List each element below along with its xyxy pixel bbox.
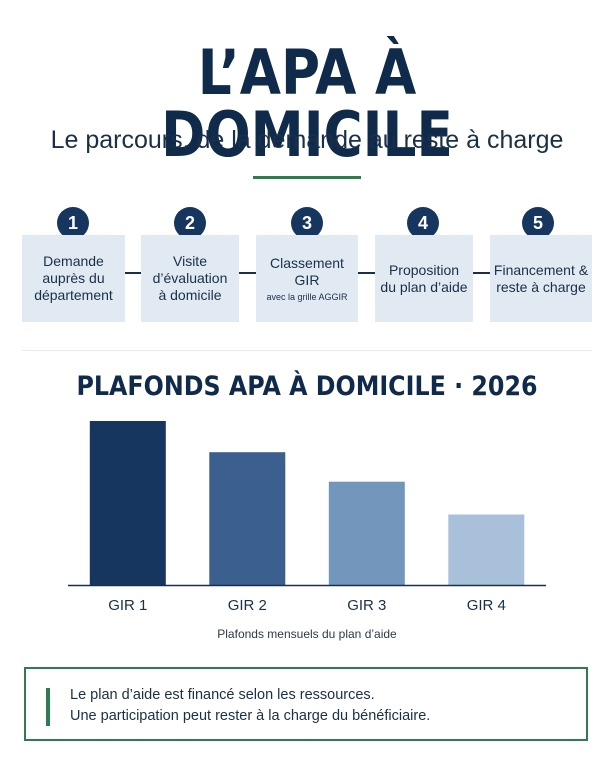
x-tick-label: GIR 1 [108,597,147,614]
step-2-number: 2 [174,207,206,239]
note-line-2: Une participation peut rester à la charg… [70,708,431,724]
step-3-number: 3 [291,207,323,239]
step-2-box: Visite d’évaluation à domicile [141,235,239,322]
step-1-box: Demande auprès du département [22,235,125,322]
step-2-text: Visite d’évaluation à domicile [152,253,228,303]
step-1-text: Demande auprès du département [34,253,113,303]
step-connector [239,272,256,274]
info-note: Le plan d’aide est financé selon les res… [24,667,588,741]
chart-title: PLAFONDS APA À DOMICILE · 2026 [76,371,538,402]
step-1-number: 1 [57,207,89,239]
step-connector [473,272,490,274]
bar-gir-4 [448,514,525,585]
page-title: L’APA À DOMICILE [161,36,453,171]
step-connector [125,272,141,274]
x-tick-label: GIR 4 [467,597,506,614]
step-5-text: Financement & reste à charge [493,261,589,295]
bar-gir-2 [209,452,286,585]
step-5-box: Financement & reste à charge [490,235,592,322]
x-tick-label: GIR 3 [347,597,386,614]
step-3-note: avec la grille AGGIR [266,291,348,302]
step-4-text: Proposition du plan d’aide [380,261,468,295]
chart-caption: Plafonds mensuels du plan d’aide [217,627,397,641]
accent-divider [253,176,361,179]
section-divider [22,350,592,351]
step-5-number: 5 [522,207,554,239]
page-subtitle: Le parcours, de la demande au reste à ch… [50,126,564,154]
note-text: Le plan d’aide est financé selon les res… [70,685,430,727]
note-line-1: Le plan d’aide est financé selon les res… [70,687,375,703]
step-connector [358,272,375,274]
bar-gir-3 [328,481,405,585]
step-4-number: 4 [407,207,439,239]
x-tick-label: GIR 2 [228,597,267,614]
bar-gir-1 [89,421,166,585]
note-accent-bar [46,688,50,726]
step-3-box: Classement GIR avec la grille AGGIR [256,235,358,322]
bar-chart: GIR 1 GIR 2 GIR 3 GIR 4 [68,421,546,614]
step-3-text: Classement GIR [270,254,344,288]
process-steps: 1 Demande auprès du département 2 Visite… [0,0,614,330]
step-4-box: Proposition du plan d’aide [375,235,473,322]
